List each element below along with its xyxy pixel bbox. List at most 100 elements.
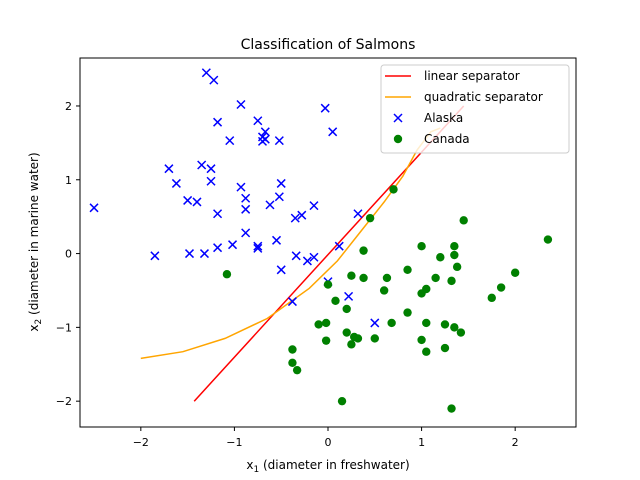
alaska-point [199,249,209,259]
chart-title: Classification of Salmons [241,37,416,53]
alaska-point [370,318,380,328]
canada-point [422,347,431,356]
canada-point [456,328,466,337]
canada-point [323,280,333,289]
canada-point [342,304,351,314]
x-tick-label: 1 [418,436,425,449]
legend-x-marker [393,113,403,123]
y-tick-label: −2 [56,395,72,408]
alaska-point [192,197,202,207]
x-tick-label: −1 [226,436,242,449]
alaska-point [253,243,263,253]
canada-point [353,334,363,343]
alaska-point [291,251,301,261]
alaska-point [290,213,300,223]
canada-point [450,323,459,332]
alaska-point [271,235,282,245]
canada-point [359,246,368,255]
legend-label: Canada [424,132,470,146]
series-line-0 [193,105,465,402]
alaska-point [150,251,160,261]
alaska-point [274,136,284,146]
x-axis-label: x1 (diameter in freshwater) [246,458,409,475]
alaska-point [201,68,211,78]
canada-point [288,358,297,367]
alaska-point [276,178,286,188]
canada-point [292,365,302,375]
canada-point [331,296,340,306]
y-axis-ticks: −2 −1 0 1 2 [56,100,80,408]
alaska-point [260,134,270,144]
alaska-point [206,176,216,186]
canada-point [436,253,445,262]
alaska-point [309,252,319,262]
legend: linear separator quadratic separator Alask… [380,64,570,154]
canada-point [440,343,450,353]
canada-point [452,262,462,272]
alaska-point [213,209,223,219]
canada-point [422,284,431,294]
alaska-point [228,240,238,250]
alaska-point [320,103,330,113]
canada-point [440,320,450,329]
canada-point [222,270,232,279]
alaska-point [241,193,251,203]
alaska-point [241,228,251,238]
alaska-point [302,256,312,266]
alaska-point [183,195,193,205]
canada-point [510,268,520,277]
canada-point [487,293,496,303]
alaska-point [274,192,284,202]
canada-point [288,345,297,354]
alaska-point [209,75,219,85]
x-axis-ticks: −2 −1 0 1 2 [133,427,519,449]
canada-point [347,271,356,280]
canada-point [382,273,392,283]
canada-point [422,318,431,328]
alaska-point [213,243,223,253]
alaska-point [197,160,207,170]
alaska-point [236,99,246,110]
alaska-point [236,182,246,192]
canada-point [314,320,323,329]
canada-point [321,318,331,328]
canada-point [347,340,356,349]
canada-point [321,336,331,345]
canada-point [389,185,398,194]
canada-point [496,283,506,292]
legend-circle-marker [393,134,403,144]
x-tick-label: 2 [512,436,519,449]
legend-label: Alaska [424,111,463,125]
y-axis-label: x2 (diameter in marine water) [27,152,44,331]
canada-point [447,276,456,286]
canada-point [379,286,389,295]
alaska-point [206,164,216,174]
alaska-point [287,297,297,307]
alaska-point [164,164,174,174]
alaska-point [265,200,275,210]
alaska-point [276,265,286,275]
alaska-point [213,117,223,127]
canada-point [387,318,396,328]
alaska-point [253,116,263,126]
canada-point [459,216,468,225]
plot-area [89,68,553,413]
legend-label: linear separator [424,69,520,83]
y-tick-label: 2 [65,100,72,113]
alaska-point [171,178,181,188]
alaska-point [309,201,319,211]
alaska-point [334,241,344,251]
alaska-point [184,249,195,259]
alaska-point [225,136,235,146]
y-tick-label: 0 [65,248,72,261]
x-tick-label: 0 [325,436,332,449]
canada-point [450,250,459,260]
alaska-point [297,210,307,220]
canada-point [417,335,426,345]
canada-point [450,241,459,251]
alaska-point [89,203,99,213]
canada-point [337,396,347,406]
canada-point [543,235,553,244]
x-tick-label: −2 [133,436,149,449]
canada-point [417,241,426,251]
